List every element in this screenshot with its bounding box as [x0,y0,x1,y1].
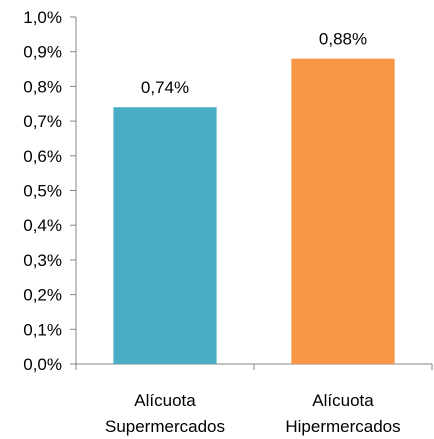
y-tick-label: 0,4% [23,216,62,235]
y-tick-label: 0,3% [23,251,62,270]
category-label: Alícuota [312,391,374,410]
labels: 0,74% Alícuota Supermercados 0,88% Alícuota H… [105,30,401,436]
data-label: 0,88% [319,30,367,49]
y-tick-label: 0,0% [23,355,62,374]
y-tick-label: 0,7% [23,112,62,131]
y-tick-label: 0,2% [23,286,62,305]
y-tick-label: 0,8% [23,77,62,96]
y-tick-label: 0,6% [23,147,62,166]
bar [291,58,395,364]
y-tick-label: 0,5% [23,182,62,201]
bar [113,107,217,364]
data-label: 0,74% [141,78,189,97]
bars [113,58,395,364]
category-label: Supermercados [105,417,225,436]
category-label: Alícuota [134,391,196,410]
y-tick-label: 0,1% [23,320,62,339]
y-tick-label: 1,0% [23,8,62,27]
category-label: Hipermercados [285,417,400,436]
axes: 0,0% 0,1% 0,2% 0,3% 0,4% 0,5% 0,6% 0,7% 0,8% 0,9%… [23,8,433,374]
y-tick-label: 0,9% [23,43,62,62]
